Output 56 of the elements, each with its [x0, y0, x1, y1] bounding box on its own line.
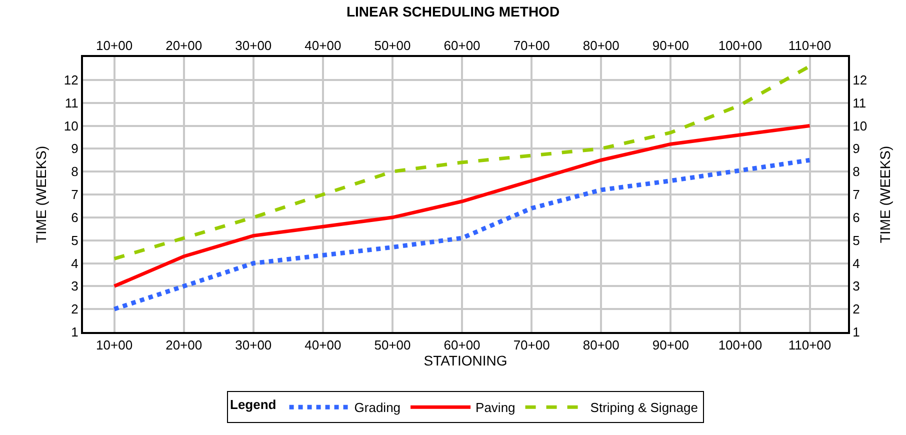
y-tick-label: 12: [64, 72, 78, 88]
x-tick-label: 30+00: [235, 38, 272, 53]
y2-tick-label: 9: [852, 141, 860, 156]
y2-tick-label: 10: [852, 118, 868, 134]
y-tick-label: 1: [71, 324, 78, 340]
chart-title: LINEAR SCHEDULING METHOD: [346, 3, 560, 20]
y-tick-label: 10: [64, 118, 78, 134]
category-label: 60+00: [444, 338, 480, 353]
y-tick-label: 2: [71, 302, 78, 317]
y2-tick-label: 11: [852, 95, 866, 110]
category-label: 30+00: [235, 338, 272, 353]
x-tick-label: 80+00: [582, 38, 620, 53]
x-tick-label: 110+00: [788, 38, 832, 53]
y2-tick-label: 5: [852, 232, 860, 248]
y-tick-label: 8: [71, 164, 78, 180]
y-tick-label: 11: [64, 95, 78, 110]
y-axis-title: TIME (WEEKS): [33, 146, 50, 244]
category-label: 50+00: [374, 338, 411, 353]
y-tick-label: 9: [71, 141, 78, 156]
y2-tick-label: 4: [852, 256, 860, 271]
category-label: 10+00: [96, 338, 133, 353]
y-tick-label: 3: [71, 278, 78, 294]
legend-label: Grading: [354, 400, 401, 416]
x-tick-label: 40+00: [304, 38, 342, 53]
category-label: 70+00: [513, 338, 550, 353]
y2-tick-label: 7: [852, 187, 860, 202]
y2-tick-label: 1: [852, 324, 860, 340]
y-tick-label: 7: [71, 187, 78, 202]
legend-label: Paving: [476, 400, 516, 416]
x-tick-label: 70+00: [513, 38, 550, 53]
y2-axis-title: TIME (WEEKS): [876, 146, 893, 244]
x-tick-label: 10+00: [96, 38, 133, 53]
category-label: 100+00: [718, 338, 762, 353]
category-label: 20+00: [166, 338, 202, 353]
x-tick-label: 60+00: [444, 38, 480, 53]
y2-tick-label: 2: [852, 302, 860, 317]
x-tick-label: 90+00: [652, 38, 689, 53]
x-axis-title: STATIONING: [424, 352, 508, 369]
category-label: 40+00: [304, 338, 342, 353]
legend-title: Legend: [230, 397, 276, 412]
y-tick-label: 5: [71, 232, 78, 248]
x-tick-label: 100+00: [718, 38, 762, 53]
y-tick-label: 4: [71, 256, 78, 271]
y2-tick-label: 3: [852, 278, 860, 294]
category-label: 110+00: [788, 338, 832, 353]
x-tick-label: 50+00: [374, 38, 411, 53]
x-tick-label: 20+00: [166, 38, 202, 53]
y2-tick-label: 8: [852, 164, 860, 180]
category-label: 90+00: [652, 338, 689, 353]
line-series: [112, 124, 812, 288]
line-series: [112, 158, 812, 312]
y2-tick-label: 6: [852, 210, 860, 225]
category-label: 80+00: [582, 338, 620, 353]
y2-tick-label: 12: [852, 72, 868, 88]
legend-label: Striping & Signage: [590, 400, 698, 416]
y-tick-label: 6: [71, 210, 78, 225]
